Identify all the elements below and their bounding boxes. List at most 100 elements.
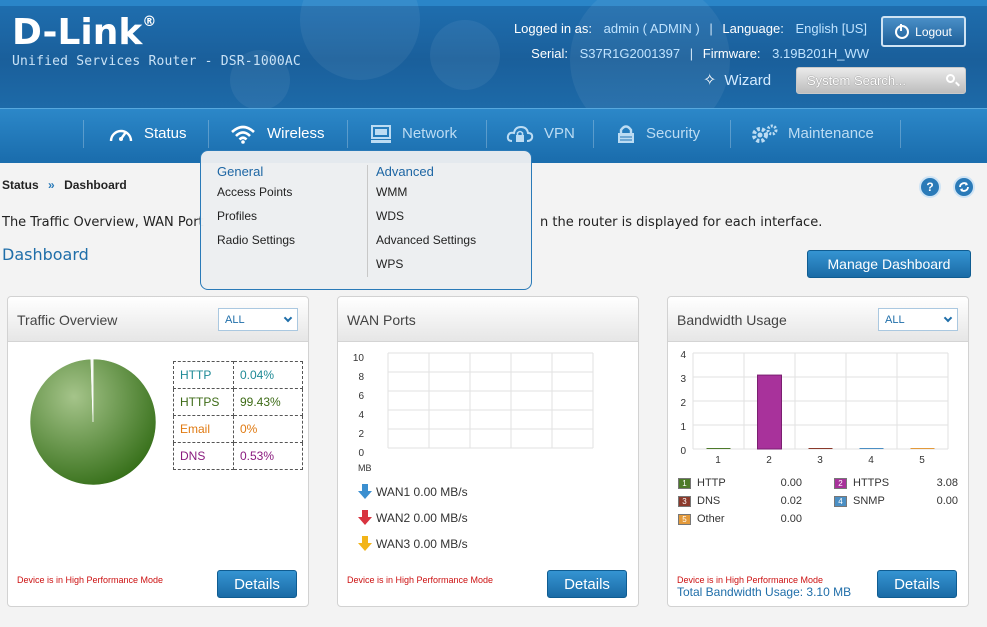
y-tick: 4 bbox=[680, 350, 686, 361]
bandwidth-usage-title: Bandwidth Usage bbox=[677, 312, 787, 328]
wan3-rate: WAN3 0.00 MB/s bbox=[376, 537, 468, 551]
legend-name-dns: DNS bbox=[173, 442, 234, 470]
bw-legend-value: 0.00 bbox=[936, 495, 958, 507]
product-subtitle: Unified Services Router - DSR-1000AC bbox=[12, 54, 301, 69]
performance-mode-note: Device is in High Performance Mode bbox=[347, 575, 494, 585]
bw-legend-dns: 3 DNS bbox=[678, 495, 720, 507]
bandwidth-usage-panel: Bandwidth Usage ALL 4 3 2 1 0 1 2 3 4 5 … bbox=[667, 296, 969, 607]
bw-legend-snmp: 4 SNMP bbox=[834, 495, 885, 507]
wan2-legend: WAN2 0.00 MB/s bbox=[358, 510, 468, 526]
logout-button[interactable]: Logout bbox=[881, 16, 966, 47]
legend-name-http: HTTP bbox=[173, 361, 234, 389]
dlink-logo: D-Link® bbox=[12, 12, 157, 53]
chevron-down-icon bbox=[283, 313, 293, 323]
breadcrumb-current: Dashboard bbox=[64, 178, 127, 192]
y-tick: 6 bbox=[358, 391, 364, 402]
system-search-input[interactable]: System Search... bbox=[796, 67, 966, 94]
legend-swatch: 2 bbox=[834, 477, 847, 489]
x-tick: 3 bbox=[817, 455, 823, 466]
help-icon[interactable]: ? bbox=[919, 176, 941, 198]
intro-text-right: n the router is displayed for each inter… bbox=[540, 215, 823, 230]
bw-legend-value: 0.00 bbox=[780, 513, 802, 525]
manage-dashboard-button[interactable]: Manage Dashboard bbox=[807, 250, 971, 278]
y-tick: 2 bbox=[358, 429, 364, 440]
bar-4 bbox=[859, 448, 884, 449]
bandwidth-details-button[interactable]: Details bbox=[877, 570, 957, 598]
table-row: HTTPS 99.43% bbox=[173, 388, 303, 416]
wireless-general-column: General Access Points Profiles Radio Set… bbox=[217, 164, 295, 256]
legend-swatch: 5 bbox=[678, 513, 691, 525]
nav-security-label: Security bbox=[646, 125, 701, 142]
nav-network-label: Network bbox=[402, 125, 458, 142]
breadcrumb-root[interactable]: Status bbox=[2, 178, 39, 192]
bar-2 bbox=[757, 374, 782, 450]
nav-wireless-label: Wireless bbox=[267, 125, 325, 142]
menu-item-wds[interactable]: WDS bbox=[376, 209, 404, 223]
nav-status[interactable]: Status bbox=[88, 108, 207, 159]
nav-security[interactable]: Security bbox=[596, 108, 720, 159]
traffic-details-button[interactable]: Details bbox=[217, 570, 297, 598]
power-icon bbox=[895, 23, 910, 39]
gauge-icon bbox=[109, 129, 133, 141]
menu-item-wps[interactable]: WPS bbox=[376, 257, 404, 271]
x-tick: 1 bbox=[715, 455, 721, 466]
traffic-legend-table: HTTP 0.04% HTTPS 99.43% Email 0% DNS 0.5… bbox=[173, 361, 303, 470]
language-select[interactable]: English [US] bbox=[795, 21, 867, 36]
wan1-legend: WAN1 0.00 MB/s bbox=[358, 484, 468, 500]
bw-legend-name: DNS bbox=[697, 495, 721, 507]
down-arrow-icon bbox=[358, 536, 372, 551]
magic-wand-icon: ✧ bbox=[703, 72, 717, 89]
menu-item-profiles[interactable]: Profiles bbox=[217, 209, 258, 223]
bandwidth-filter-select[interactable]: ALL bbox=[878, 308, 958, 331]
down-arrow-icon bbox=[358, 484, 372, 499]
monitor-icon bbox=[371, 124, 391, 143]
performance-mode-note: Device is in High Performance Mode bbox=[17, 575, 164, 585]
bw-legend-name: HTTP bbox=[697, 477, 726, 489]
bandwidth-bar-chart: 4 3 2 1 0 1 2 3 4 5 bbox=[680, 350, 949, 466]
panel-header: Traffic Overview ALL bbox=[8, 297, 308, 342]
menu-item-wmm[interactable]: WMM bbox=[376, 185, 408, 199]
nav-network[interactable]: Network bbox=[350, 108, 477, 159]
decor-bubble bbox=[300, 0, 420, 80]
header-top-stripe bbox=[0, 0, 987, 6]
divider: | bbox=[689, 46, 694, 61]
y-tick: 3 bbox=[680, 374, 686, 385]
legend-value-http: 0.04% bbox=[233, 361, 303, 389]
page-title: Dashboard bbox=[2, 245, 89, 264]
serial-label: Serial: bbox=[531, 46, 569, 61]
nav-wireless[interactable]: Wireless bbox=[209, 108, 345, 159]
legend-swatch: 3 bbox=[678, 495, 691, 507]
decor-bubble bbox=[430, 20, 500, 90]
refresh-icon[interactable] bbox=[953, 176, 975, 198]
nav-maintenance[interactable]: Maintenance bbox=[730, 108, 894, 159]
legend-value-dns: 0.53% bbox=[233, 442, 303, 470]
bar-3 bbox=[808, 448, 833, 449]
wan2-rate: WAN2 0.00 MB/s bbox=[376, 511, 468, 525]
wizard-link[interactable]: ✧ Wizard bbox=[703, 70, 771, 90]
menu-item-advanced-settings[interactable]: Advanced Settings bbox=[376, 233, 477, 247]
traffic-overview-title: Traffic Overview bbox=[17, 312, 118, 328]
bw-legend-value: 0.02 bbox=[780, 495, 802, 507]
menu-item-access-points[interactable]: Access Points bbox=[217, 185, 293, 199]
wan-details-button[interactable]: Details bbox=[547, 570, 627, 598]
header: D-Link® Unified Services Router - DSR-10… bbox=[0, 0, 987, 108]
menu-item-radio-settings[interactable]: Radio Settings bbox=[217, 233, 296, 247]
x-tick: 5 bbox=[919, 455, 925, 466]
cloud-lock-icon bbox=[506, 125, 534, 142]
nav-status-label: Status bbox=[144, 125, 187, 142]
logged-in-label: Logged in as: bbox=[513, 21, 593, 36]
pie-slice-dns bbox=[90, 358, 94, 423]
table-row: DNS 0.53% bbox=[173, 442, 303, 470]
wan3-legend: WAN3 0.00 MB/s bbox=[358, 536, 468, 552]
login-info: Logged in as: admin ( ADMIN ) | Language… bbox=[514, 21, 867, 36]
bar-1 bbox=[706, 448, 731, 449]
total-bandwidth-usage: Total Bandwidth Usage: 3.10 MB bbox=[677, 585, 852, 599]
logout-label: Logout bbox=[915, 24, 952, 39]
traffic-filter-select[interactable]: ALL bbox=[218, 308, 298, 331]
y-tick: 0 bbox=[680, 446, 686, 457]
legend-name-email: Email bbox=[173, 415, 234, 443]
bar-5 bbox=[910, 448, 935, 449]
table-row: HTTP 0.04% bbox=[173, 361, 303, 389]
bw-legend-value: 3.08 bbox=[936, 477, 958, 489]
nav-vpn[interactable]: VPN bbox=[486, 108, 595, 159]
